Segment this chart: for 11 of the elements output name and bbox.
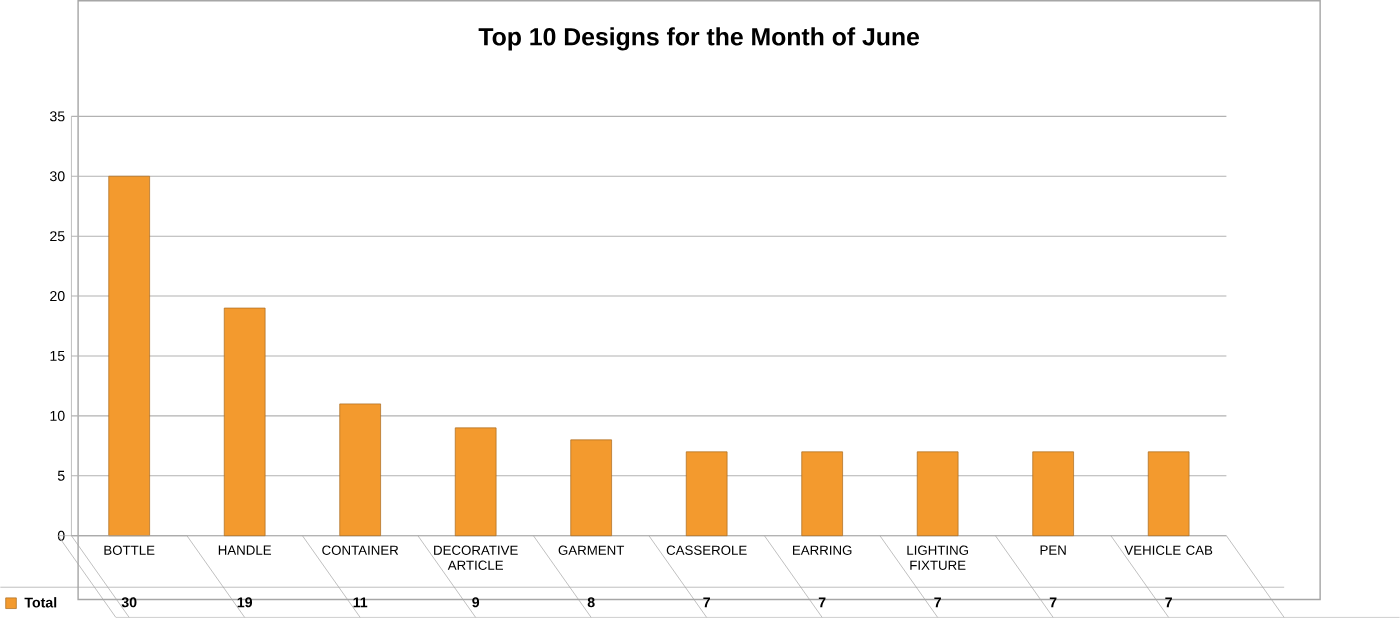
bar [801,451,843,537]
bar [223,307,266,537]
bar [570,439,612,537]
bar [339,403,381,537]
bar [1032,451,1074,537]
bar [916,451,959,537]
chart-title: Top 10 Designs for the Month of June [478,27,920,51]
bar [454,427,497,537]
bar [1147,451,1190,537]
bar [108,175,150,537]
bar [685,451,728,537]
